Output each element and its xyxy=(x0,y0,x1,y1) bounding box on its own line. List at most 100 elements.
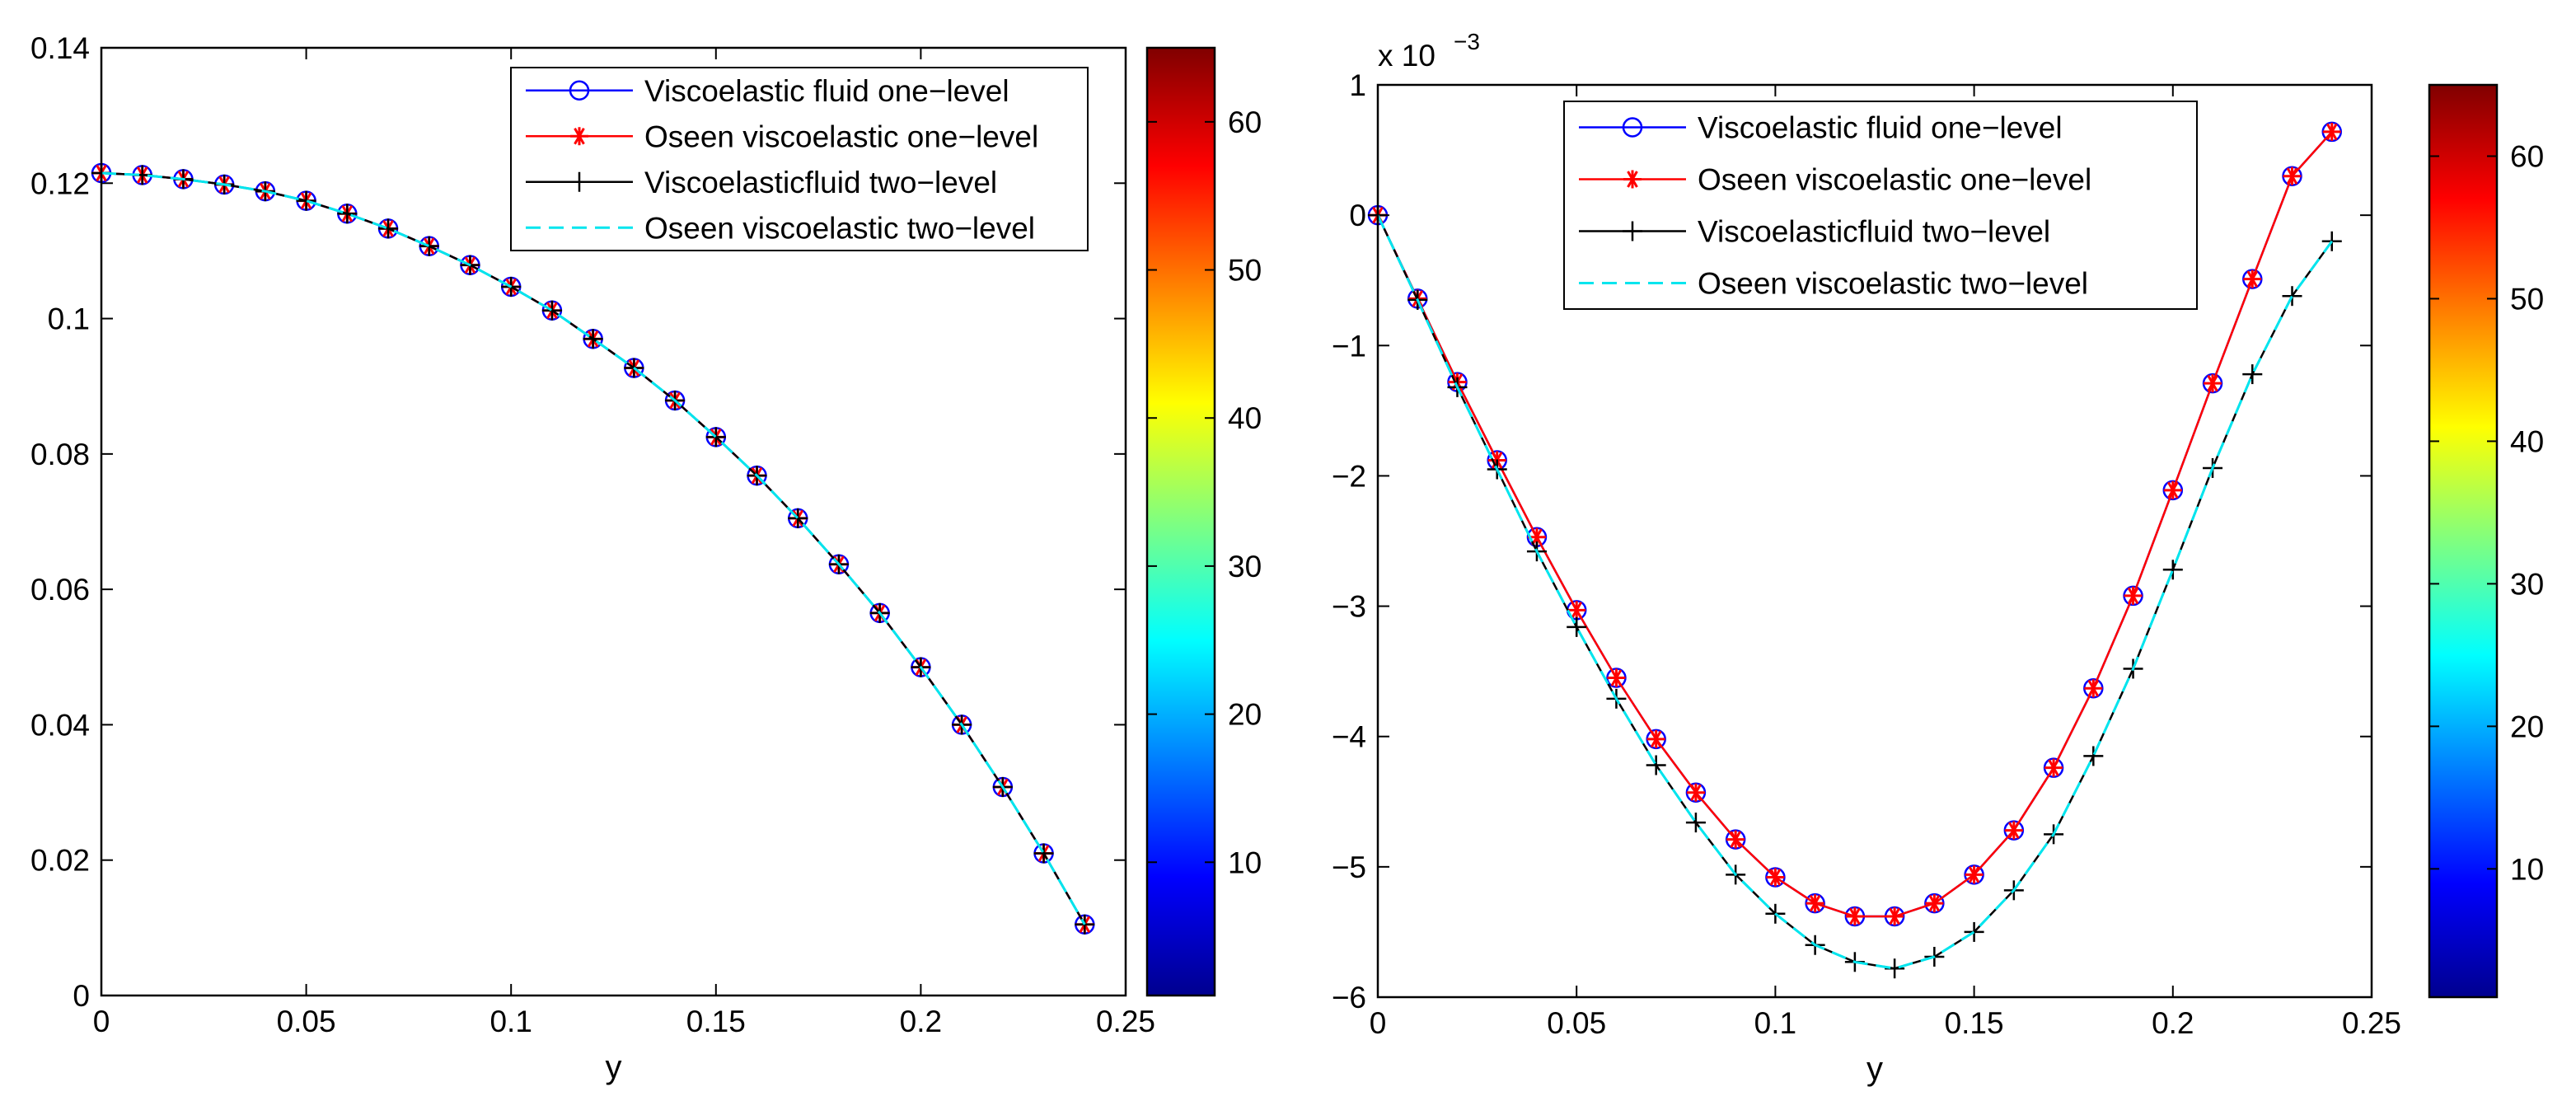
colorbar-tick-label: 40 xyxy=(2510,424,2544,458)
series-line xyxy=(1376,214,2334,970)
y-tick-label: −5 xyxy=(1332,850,1366,884)
data-point-asterisk xyxy=(1623,170,1642,189)
y-tick-label: −1 xyxy=(1332,329,1366,363)
data-point-asterisk xyxy=(1845,907,1864,925)
colorbar: 10 20 30 40 50 60 xyxy=(1145,46,1262,997)
y-tick-label: −2 xyxy=(1332,459,1366,493)
colorbar-tick-label: 10 xyxy=(1228,846,1262,879)
y-tick-label: 0 xyxy=(1349,199,1366,232)
y-exponent-label: x 10 xyxy=(1378,39,1436,73)
y-tick-label: 0.08 xyxy=(30,438,90,471)
data-point-plus xyxy=(419,236,439,256)
data-point-circle xyxy=(569,80,590,101)
data-point-asterisk xyxy=(2044,758,2063,777)
data-point-asterisk xyxy=(1806,894,1824,913)
data-point-asterisk xyxy=(2124,586,2143,605)
x-tick-label: 0.15 xyxy=(686,1005,746,1038)
colorbar-tick-label: 20 xyxy=(1228,698,1262,732)
legend: Viscoelastic fluid one−level Oseen viscoe… xyxy=(510,67,1089,251)
y-tick-label: 1 xyxy=(1349,68,1366,102)
data-point-asterisk xyxy=(1885,907,1904,925)
axes-box xyxy=(1376,83,2373,999)
data-point-plus xyxy=(705,427,726,447)
y-tick-label: 0.14 xyxy=(30,31,90,65)
colorbar-tick-label: 30 xyxy=(2510,567,2544,601)
colorbar-tick-label: 60 xyxy=(1228,105,1262,139)
legend-label: Viscoelastic fluid one−level xyxy=(644,74,1009,108)
data-point-plus xyxy=(337,204,358,224)
x-tick-label: 0.2 xyxy=(900,1005,942,1038)
data-point-plus xyxy=(2282,286,2302,307)
data-point-plus xyxy=(2083,746,2104,766)
y-exponent-power: −3 xyxy=(1454,29,1480,54)
x-tick-label: 0 xyxy=(93,1005,110,1038)
data-point-plus xyxy=(541,300,562,321)
legend-label: Viscoelastic fluid one−level xyxy=(1698,111,2063,145)
data-point-plus xyxy=(1623,221,1642,241)
data-point-asterisk xyxy=(1607,668,1626,687)
data-point-asterisk xyxy=(1965,865,1984,884)
data-point-asterisk xyxy=(1726,830,1745,849)
data-point-asterisk xyxy=(1925,894,1944,913)
x-tick-label: 0.05 xyxy=(1547,1006,1606,1040)
data-point-plus xyxy=(1567,616,1587,637)
data-point-asterisk xyxy=(1766,868,1785,887)
x-tick-label: 0.05 xyxy=(277,1005,336,1038)
data-point-plus xyxy=(788,508,808,528)
legend-label: Oseen viscoelastic one−level xyxy=(1698,163,2091,197)
colorbar-tick-label: 50 xyxy=(1228,254,1262,288)
data-point-asterisk xyxy=(2243,269,2262,288)
legend-label: Oseen viscoelastic two−level xyxy=(1698,267,2088,301)
y-tick-label: 0 xyxy=(73,979,90,1013)
x-tick-label: 0 xyxy=(1370,1006,1387,1040)
x-tick-label: 0.1 xyxy=(1754,1006,1796,1040)
legend-label: Oseen viscoelastic two−level xyxy=(644,211,1035,245)
y-tick-label: −6 xyxy=(1332,981,1366,1014)
colorbar-gradient xyxy=(1145,46,1216,997)
y-tick-label: 0.06 xyxy=(30,573,90,607)
legend-box xyxy=(510,67,1089,251)
y-tick-label: 0.12 xyxy=(30,166,90,200)
x-tick-label: 0.2 xyxy=(2152,1006,2194,1040)
legend-label: Viscoelasticfluid two−level xyxy=(1698,215,2050,249)
series-3 xyxy=(1376,214,2334,970)
colorbar-gradient xyxy=(2428,83,2499,999)
axes-box xyxy=(100,46,1127,997)
data-point-asterisk xyxy=(2322,122,2341,141)
legend-label: Oseen viscoelastic one−level xyxy=(644,119,1038,153)
data-point-plus xyxy=(2162,560,2183,580)
colorbar-tick-label: 30 xyxy=(1228,550,1262,583)
data-point-circle xyxy=(1622,117,1643,138)
x-tick-label: 0.25 xyxy=(1096,1005,1155,1038)
data-point-asterisk xyxy=(1686,783,1705,802)
data-point-plus xyxy=(1646,755,1666,775)
x-axis-label: y xyxy=(1866,1051,1883,1087)
data-point-plus xyxy=(296,190,316,211)
series-line xyxy=(101,171,1086,925)
data-point-asterisk xyxy=(2004,821,2023,840)
colorbar-tick-label: 40 xyxy=(1228,401,1262,435)
data-point-asterisk xyxy=(1567,601,1586,620)
legend: Viscoelastic fluid one−level Oseen viscoe… xyxy=(1563,101,2198,310)
data-point-plus xyxy=(1964,921,1984,942)
y-tick-label: −3 xyxy=(1332,590,1366,624)
data-point-asterisk xyxy=(2283,166,2302,185)
data-point-plus xyxy=(1033,843,1054,864)
colorbar-tick-label: 60 xyxy=(2510,139,2544,173)
data-point-asterisk xyxy=(2204,374,2222,393)
legend-box xyxy=(1563,101,2198,310)
x-tick-label: 0.1 xyxy=(489,1005,532,1038)
y-tick-label: 0.1 xyxy=(48,302,90,336)
series-3 xyxy=(101,171,1086,925)
y-tick-label: 0.02 xyxy=(30,844,90,878)
data-point-asterisk xyxy=(570,127,588,146)
data-point-asterisk xyxy=(1646,729,1665,748)
y-tick-label: −4 xyxy=(1332,720,1366,754)
colorbar-tick-label: 20 xyxy=(2510,710,2544,743)
colorbar-tick-label: 50 xyxy=(2510,282,2544,316)
right-chart: 0 0.05 0.1 0.15 0.2 0.25 −6 −5 −4 −3 −2 −1 0 1 x 10 −3 y… xyxy=(1332,29,2544,1087)
x-axis-label: y xyxy=(606,1049,622,1085)
colorbar: 10 20 30 40 50 60 xyxy=(2428,83,2544,999)
data-point-plus xyxy=(378,218,399,239)
